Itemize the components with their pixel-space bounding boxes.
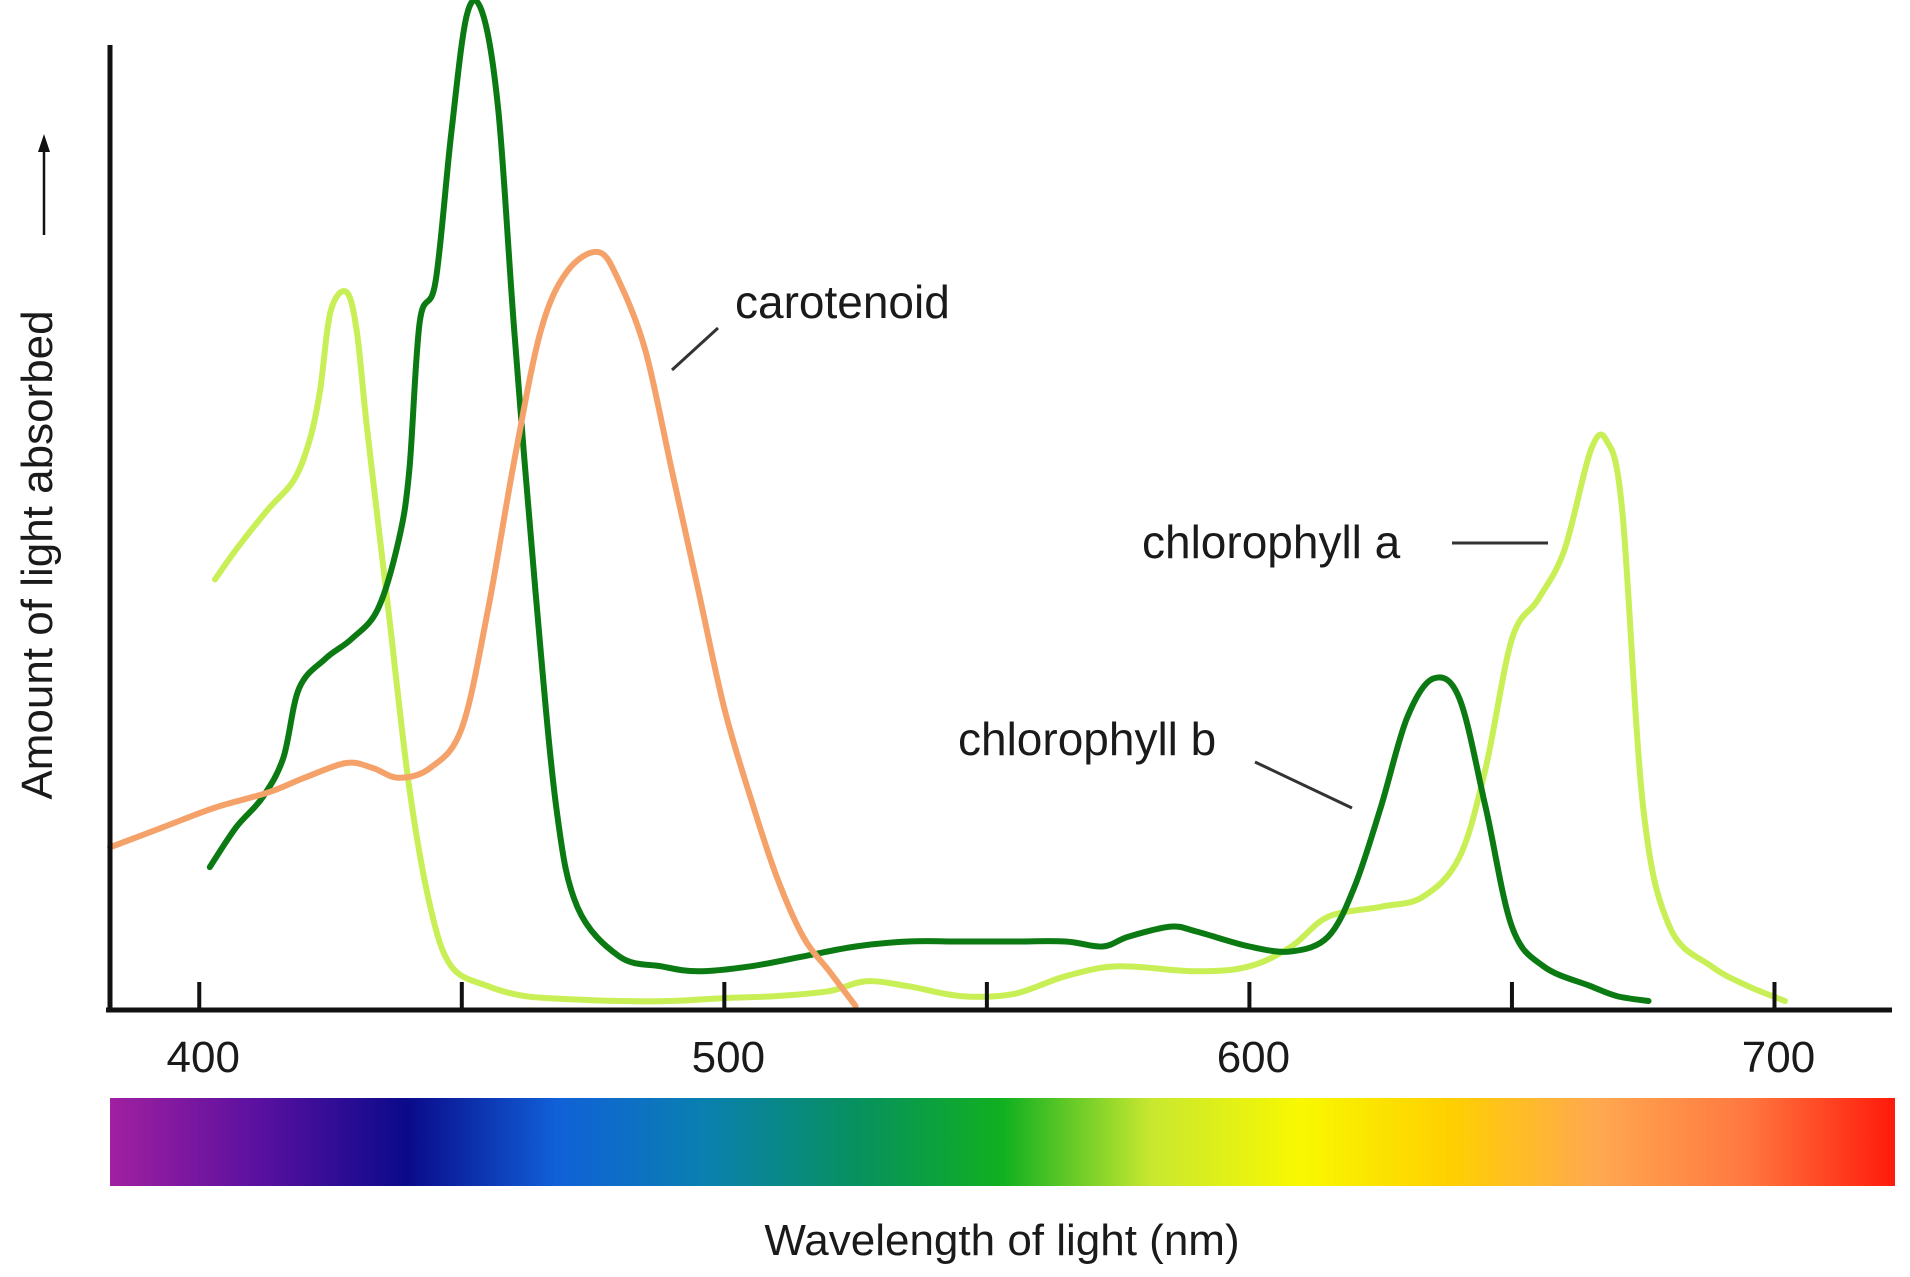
visible-spectrum-bar bbox=[110, 1098, 1895, 1186]
x-axis-title: Wavelength of light (nm) bbox=[764, 1216, 1239, 1265]
y-axis-arrow-icon bbox=[38, 134, 50, 152]
x-tick-label-600: 600 bbox=[1217, 1033, 1290, 1082]
x-tick-label-500: 500 bbox=[692, 1033, 765, 1082]
series-line-chlorophyll-b bbox=[206, 0, 1652, 1004]
x-tick-label-400: 400 bbox=[167, 1033, 240, 1082]
series-line-carotenoid bbox=[107, 248, 859, 1009]
leader-carotenoid bbox=[670, 326, 720, 372]
series-line-chlorophyll-a bbox=[212, 288, 1788, 1005]
tick-layer: 400 500 600 700 bbox=[167, 982, 1815, 1082]
x-tick-label-700: 700 bbox=[1742, 1033, 1815, 1082]
y-axis-title: Amount of light absorbed bbox=[13, 310, 62, 799]
leader-chlorophyll-b bbox=[1254, 760, 1353, 810]
series-layer bbox=[107, 0, 1788, 1009]
annotation-chlorophyll-a: chlorophyll a bbox=[1142, 516, 1401, 568]
annotation-carotenoid: carotenoid bbox=[735, 276, 950, 328]
annotation-chlorophyll-b: chlorophyll b bbox=[958, 713, 1216, 765]
